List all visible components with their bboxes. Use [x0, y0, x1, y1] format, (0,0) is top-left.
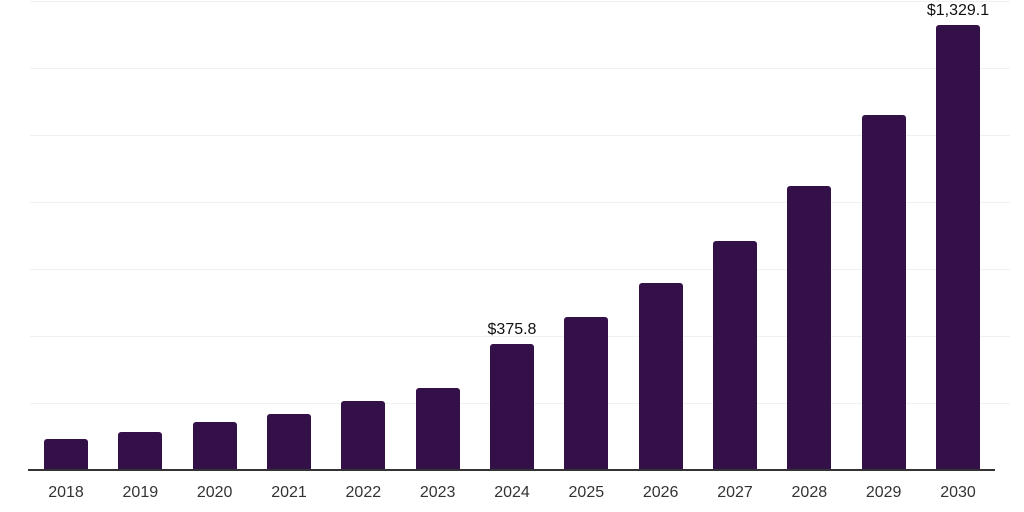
x-axis-label-2020: 2020	[196, 484, 233, 501]
data-label-2024: $375.8	[487, 321, 537, 339]
x-axis-label-2022: 2022	[345, 484, 382, 501]
bar-2022	[341, 400, 386, 470]
gridline-800	[30, 202, 1010, 203]
x-axis-label-2029: 2029	[865, 484, 902, 501]
gridline-1200	[30, 68, 1010, 69]
x-axis-label-2021: 2021	[271, 484, 307, 501]
bar-2029	[861, 115, 906, 470]
x-axis-label-2025: 2025	[568, 484, 605, 501]
bar-2019	[118, 432, 163, 470]
bar-2023	[415, 387, 460, 470]
bar-2028	[787, 185, 832, 470]
bar-2027	[712, 240, 757, 470]
x-axis-label-2023: 2023	[419, 484, 456, 501]
x-axis-label-2026: 2026	[642, 484, 679, 501]
x-axis-line	[28, 469, 995, 471]
bar-2024	[489, 344, 534, 470]
x-axis-label-2018: 2018	[48, 484, 84, 501]
bar-2026	[638, 283, 683, 470]
x-axis-label-2030: 2030	[940, 484, 976, 501]
gridline-1000	[30, 135, 1010, 136]
gridline-600	[30, 269, 1010, 270]
bar-2030	[935, 24, 980, 470]
x-axis-label-2027: 2027	[717, 484, 753, 501]
gridline-400	[30, 336, 1010, 337]
x-axis-label-2024: 2024	[494, 484, 530, 501]
x-axis-label-2028: 2028	[791, 484, 828, 501]
bar-2020	[192, 421, 237, 470]
bar-2021	[266, 413, 311, 470]
bar-2018	[44, 439, 88, 470]
data-label-2030: $1,329.1	[926, 1, 990, 19]
bar-2025	[564, 317, 609, 470]
x-axis-label-2019: 2019	[122, 484, 159, 501]
gridline-1400	[30, 1, 1010, 2]
